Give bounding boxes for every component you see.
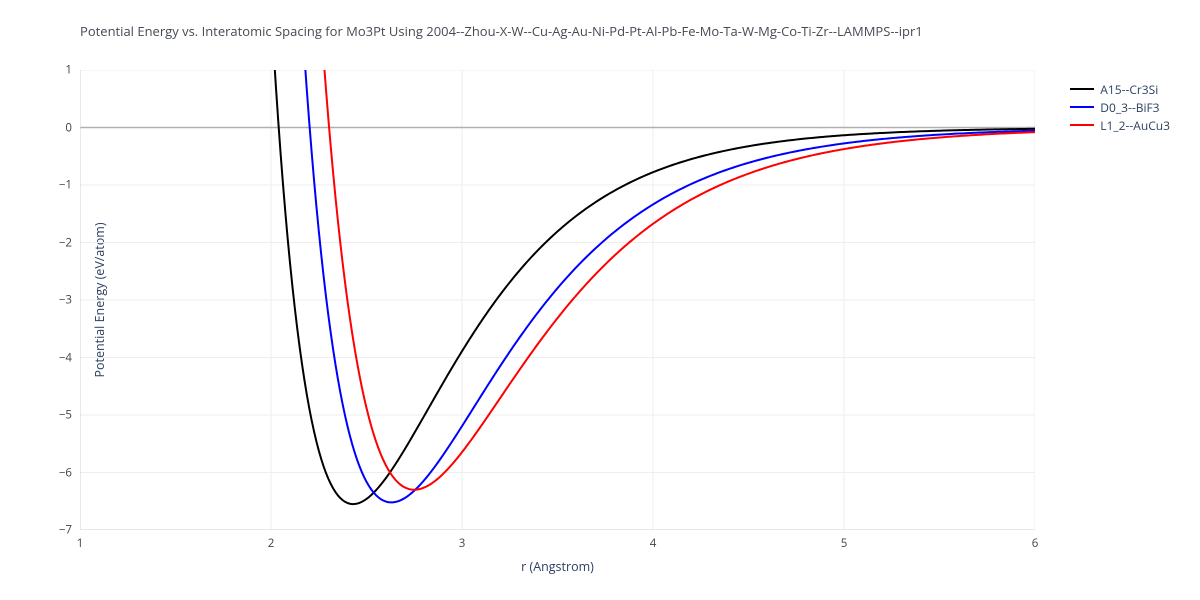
series-line[interactable] xyxy=(300,70,1035,502)
x-tick-label: 2 xyxy=(268,536,275,551)
legend-item[interactable]: D0_3--BiF3 xyxy=(1070,98,1170,116)
chart-title: Potential Energy vs. Interatomic Spacing… xyxy=(80,22,923,40)
y-tick-label: −1 xyxy=(59,178,72,193)
y-tick-label: −5 xyxy=(59,408,72,423)
legend-label: D0_3--BiF3 xyxy=(1100,99,1159,116)
x-axis-label: r (Angstrom) xyxy=(521,558,594,572)
y-tick-label: −7 xyxy=(59,523,72,538)
x-tick-label: 3 xyxy=(459,536,466,551)
x-tick-label: 1 xyxy=(77,536,84,551)
legend-label: A15--Cr3Si xyxy=(1100,81,1158,98)
y-tick-label: −4 xyxy=(59,350,72,365)
legend-label: L1_2--AuCu3 xyxy=(1100,117,1170,134)
y-tick-label: 1 xyxy=(65,63,72,78)
chart-container: Potential Energy vs. Interatomic Spacing… xyxy=(0,0,1200,600)
y-tick-label: −3 xyxy=(59,293,72,308)
legend-item[interactable]: L1_2--AuCu3 xyxy=(1070,116,1170,134)
y-tick-label: 0 xyxy=(65,120,72,135)
x-tick-label: 5 xyxy=(841,536,848,551)
legend-swatch xyxy=(1070,88,1094,90)
x-tick-label: 6 xyxy=(1032,536,1039,551)
series-line[interactable] xyxy=(319,70,1035,490)
legend-swatch xyxy=(1070,124,1094,126)
y-tick-label: −2 xyxy=(59,235,72,250)
plot-svg xyxy=(80,70,1035,530)
y-tick-label: −6 xyxy=(59,465,72,480)
legend-item[interactable]: A15--Cr3Si xyxy=(1070,80,1170,98)
x-tick-label: 4 xyxy=(650,536,657,551)
plot-area[interactable] xyxy=(80,70,1035,530)
legend[interactable]: A15--Cr3SiD0_3--BiF3L1_2--AuCu3 xyxy=(1070,80,1170,134)
legend-swatch xyxy=(1070,106,1094,108)
